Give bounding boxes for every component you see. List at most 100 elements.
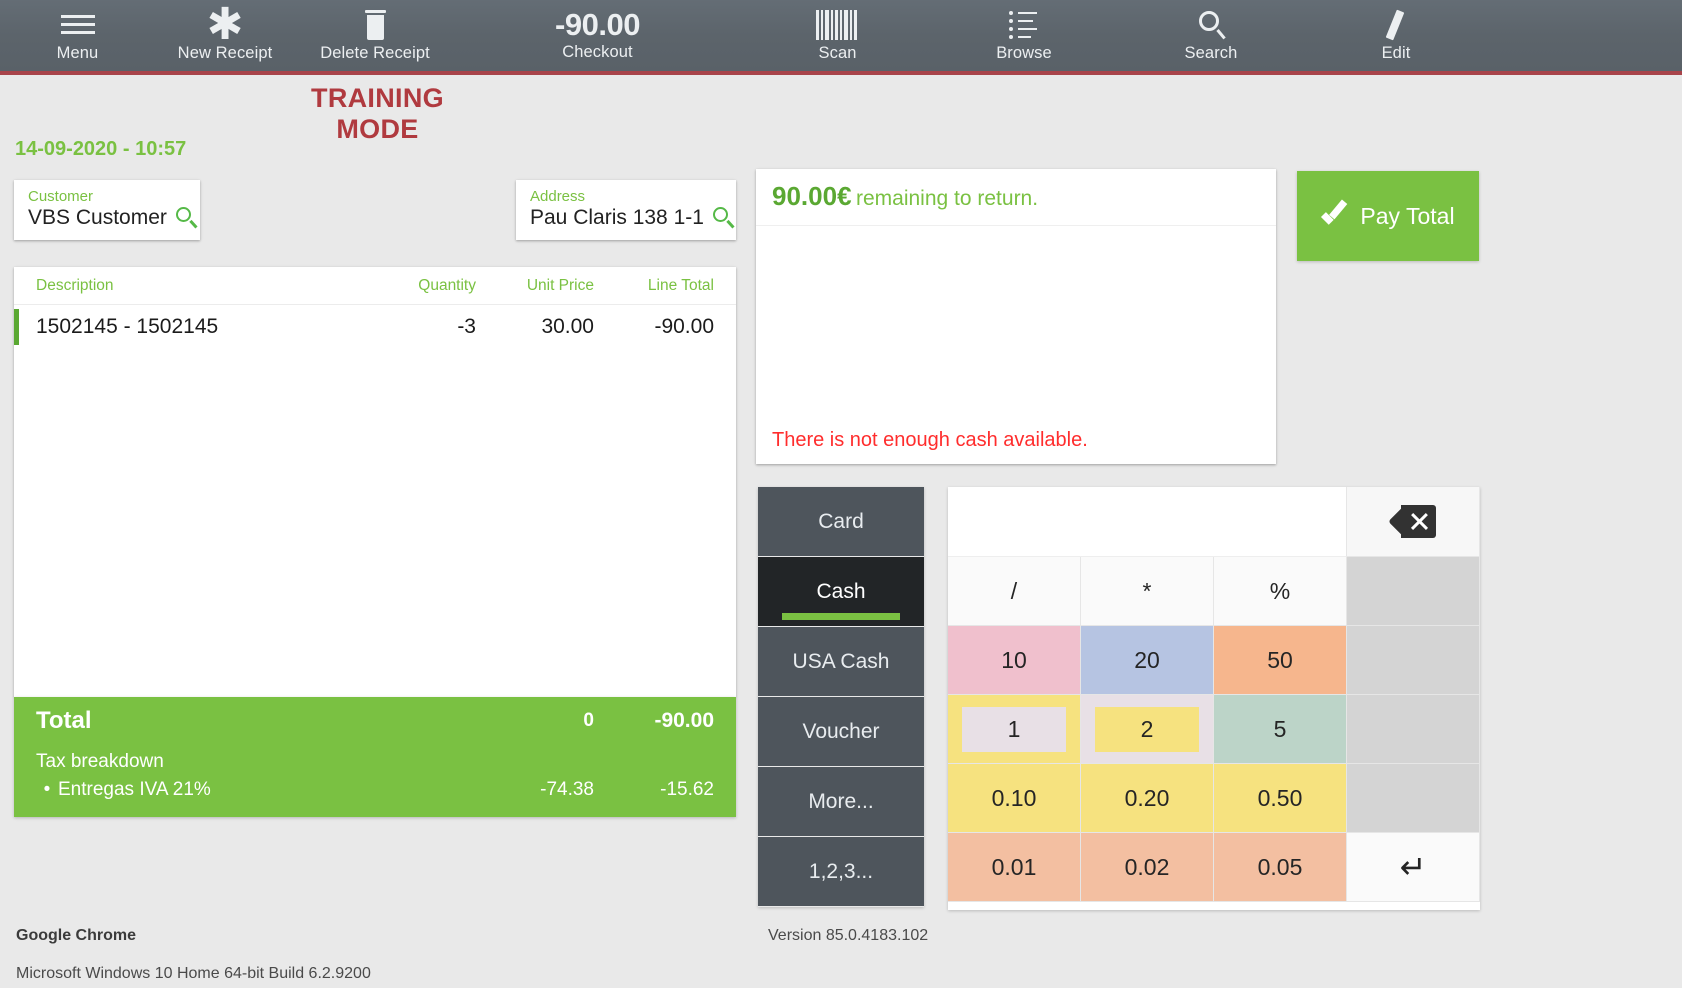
cell-quantity: -3 [457,315,476,338]
payment-status-card: 90.00€ remaining to return. There is not… [756,169,1276,464]
key-blank-2 [1347,626,1480,695]
toolbar-button-scan[interactable]: Scan [760,0,915,67]
enter-button[interactable]: ↵ [1347,833,1480,902]
toolbar-label-new-receipt: New Receipt [177,43,273,62]
key-denom-010[interactable]: 0.10 [948,764,1081,833]
tax-amount: -15.62 [660,779,714,800]
checkout-amount: -90.00 [555,7,640,43]
key-denom-5[interactable]: 5 [1214,695,1347,764]
key-denom-20[interactable]: 20 [1081,626,1214,695]
keypad-display[interactable] [948,487,1347,557]
total-amount: -90.00 [654,709,714,732]
address-field[interactable]: Address Pau Claris 138 1-1 [516,180,736,240]
toolbar-button-menu[interactable]: Menu [30,0,125,67]
payment-method-label: USA Cash [792,649,890,673]
payment-method-label: Voucher [802,719,880,743]
customer-search-icon[interactable] [175,206,198,230]
tax-breakdown-label: Tax breakdown [36,751,164,772]
payment-method-card[interactable]: Card [758,487,924,557]
column-header-unit-price: Unit Price [526,277,594,294]
key-denom-020[interactable]: 0.20 [1081,764,1214,833]
hamburger-icon [60,6,95,44]
toolbar-label-checkout: Checkout [562,43,633,62]
key-denom-1[interactable]: 1 [948,695,1081,764]
customer-field[interactable]: Customer VBS Customer [14,180,200,240]
trash-icon [364,6,386,44]
payment-lines-list [756,226,1276,429]
toolbar-button-new-receipt[interactable]: ✱ New Receipt [150,0,300,67]
key-denom-005[interactable]: 0.05 [1214,833,1347,902]
tax-breakdown-row: • Entregas IVA 21% -74.38 -15.62 [36,779,714,801]
backspace-button[interactable] [1347,487,1480,557]
toolbar-label-delete-receipt: Delete Receipt [320,43,430,62]
backspace-icon [1388,505,1436,538]
column-header-description: Description [36,277,114,294]
payment-method-label: Card [818,509,864,533]
remaining-amount: 90.00€ [772,181,852,211]
pencil-icon [1385,6,1407,44]
address-value: Pau Claris 138 1-1 [530,206,704,229]
address-search-icon[interactable] [712,206,735,230]
check-icon [1321,206,1348,227]
key-denom-001[interactable]: 0.01 [948,833,1081,902]
key-blank-3 [1347,695,1480,764]
active-indicator [782,613,900,620]
column-header-quantity: Quantity [418,277,476,294]
toolbar-button-checkout[interactable]: -90.00 Checkout [500,0,695,67]
pay-total-button[interactable]: Pay Total [1297,171,1479,261]
toolbar-label-edit: Edit [1381,43,1411,62]
address-label: Address [530,188,586,205]
receipt-lines-table: Description Quantity Unit Price Line Tot… [14,267,736,697]
footer-os: Microsoft Windows 10 Home 64-bit Build 6… [16,965,371,982]
row-selection-indicator [14,309,19,345]
payment-methods-list: Card Cash USA Cash Voucher More... 1,2,3… [758,487,924,907]
payment-error-message: There is not enough cash available. [772,429,1088,451]
tax-base: -74.38 [540,779,594,800]
key-percent[interactable]: % [1214,557,1347,626]
footer-version: Version 85.0.4183.102 [768,927,929,944]
key-denom-2[interactable]: 2 [1081,695,1214,764]
payment-method-label: 1,2,3... [808,859,874,883]
footer: Google Chrome Version 85.0.4183.102 Micr… [0,913,1682,988]
receipt-datetime: 14-09-2020 - 10:57 [15,138,187,160]
payment-method-usa-cash[interactable]: USA Cash [758,627,924,697]
key-blank-4 [1347,764,1480,833]
tax-bullet: • [43,779,51,800]
payment-method-label: More... [808,789,874,813]
key-divide[interactable]: / [948,557,1081,626]
key-multiply[interactable]: * [1081,557,1214,626]
payment-method-cash[interactable]: Cash [758,557,924,627]
customer-label: Customer [28,188,94,205]
asterisk-icon: ✱ [206,0,244,50]
toolbar-label-search: Search [1184,43,1238,62]
payment-method-label: Cash [816,579,866,603]
remaining-text: remaining to return. [855,187,1039,210]
payment-method-more[interactable]: More... [758,767,924,837]
enter-arrow-icon: ↵ [1399,849,1427,885]
toolbar-button-edit[interactable]: Edit [1320,0,1472,67]
key-blank-1 [1347,557,1480,626]
main-area: TRAINING MODE 14-09-2020 - 10:57 Custome… [0,75,1682,988]
table-row[interactable]: 1502145 - 1502145 -3 30.00 -90.00 [14,305,736,349]
key-denom-002[interactable]: 0.02 [1081,833,1214,902]
toolbar-button-delete-receipt[interactable]: Delete Receipt [300,0,450,67]
list-icon [1009,6,1039,44]
training-mode-banner: TRAINING MODE [311,83,444,144]
payment-method-numbers[interactable]: 1,2,3... [758,837,924,907]
totals-panel: Total 0 -90.00 Tax breakdown • Entregas … [14,697,736,817]
toolbar-label-browse: Browse [996,43,1052,62]
toolbar-button-search[interactable]: Search [1135,0,1287,67]
tax-name: Entregas IVA 21% [58,779,211,800]
payment-method-voucher[interactable]: Voucher [758,697,924,767]
footer-browser-name: Google Chrome [16,927,137,944]
pay-total-label: Pay Total [1360,202,1455,229]
key-denom-50[interactable]: 50 [1214,626,1347,695]
cell-description: 1502145 - 1502145 [36,315,219,338]
key-denom-2-label: 2 [1095,706,1199,752]
key-denom-050[interactable]: 0.50 [1214,764,1347,833]
column-header-line-total: Line Total [647,277,714,294]
cell-unit-price: 30.00 [541,315,594,338]
key-denom-10[interactable]: 10 [948,626,1081,695]
magnifier-icon [1196,6,1226,44]
toolbar-button-browse[interactable]: Browse [945,0,1103,67]
